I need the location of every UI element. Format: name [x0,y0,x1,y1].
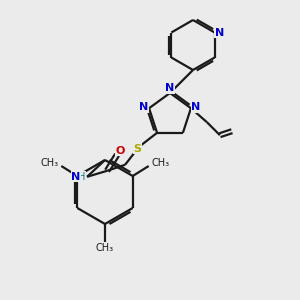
Text: S: S [133,144,141,154]
Text: CH₃: CH₃ [152,158,170,168]
Text: N: N [191,102,200,112]
Text: O: O [116,146,125,156]
Text: N: N [140,102,149,112]
Text: CH₃: CH₃ [40,158,58,168]
Text: H: H [78,172,86,182]
Text: N: N [165,83,175,93]
Text: N: N [215,28,224,38]
Text: N: N [71,172,81,182]
Text: CH₃: CH₃ [96,243,114,253]
